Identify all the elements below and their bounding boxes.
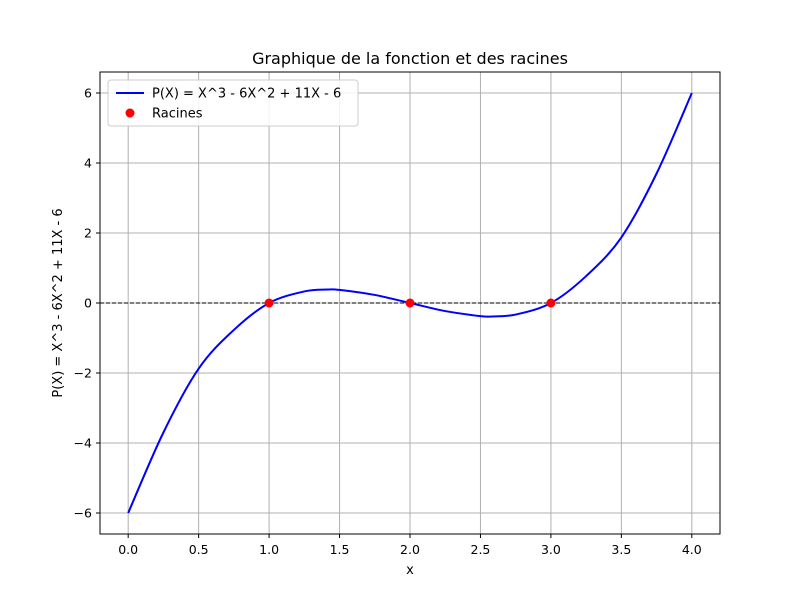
series-layer [127, 92, 693, 514]
legend-box [107, 79, 359, 127]
root-point [546, 298, 556, 308]
legend-entry-roots: Racines [152, 107, 203, 122]
y-axis-label: P(X) = X^3 - 6X^2 + 11X - 6 [51, 208, 66, 397]
x-tick-label: 0.5 [189, 542, 209, 557]
x-tick-label: 2.0 [400, 542, 420, 557]
x-tick-label: 1.5 [330, 542, 350, 557]
legend-entry-curve: P(X) = X^3 - 6X^2 + 11X - 6 [152, 87, 341, 102]
ticks: 0.0 0.5 1.0 1.5 2.0 2.5 3.0 3.5 4.0 −6 −4 −2 0 2 4 6 [74, 86, 702, 558]
legend-marker-swatch [125, 108, 135, 118]
x-tick-label: 3.0 [541, 542, 561, 557]
x-tick-label: 0.0 [118, 542, 138, 557]
y-tick-label: 6 [84, 86, 92, 101]
x-tick-label: 2.5 [471, 542, 491, 557]
chart-title: Graphique de la fonction et des racines [252, 49, 568, 68]
legend: P(X) = X^3 - 6X^2 + 11X - 6 Racines [107, 79, 359, 127]
y-tick-label: 4 [84, 156, 92, 171]
y-tick-label: 2 [84, 226, 92, 241]
x-axis-label: x [406, 563, 414, 578]
x-tick-label: 4.0 [682, 542, 702, 557]
x-tick-label: 1.0 [259, 542, 279, 557]
y-tick-label: 0 [84, 296, 92, 311]
grid [100, 72, 720, 534]
root-point [405, 298, 415, 308]
root-point [264, 298, 274, 308]
x-tick-label: 3.5 [611, 542, 631, 557]
y-tick-label: −4 [74, 436, 92, 451]
y-tick-label: −6 [74, 506, 92, 521]
y-tick-label: −2 [74, 366, 92, 381]
